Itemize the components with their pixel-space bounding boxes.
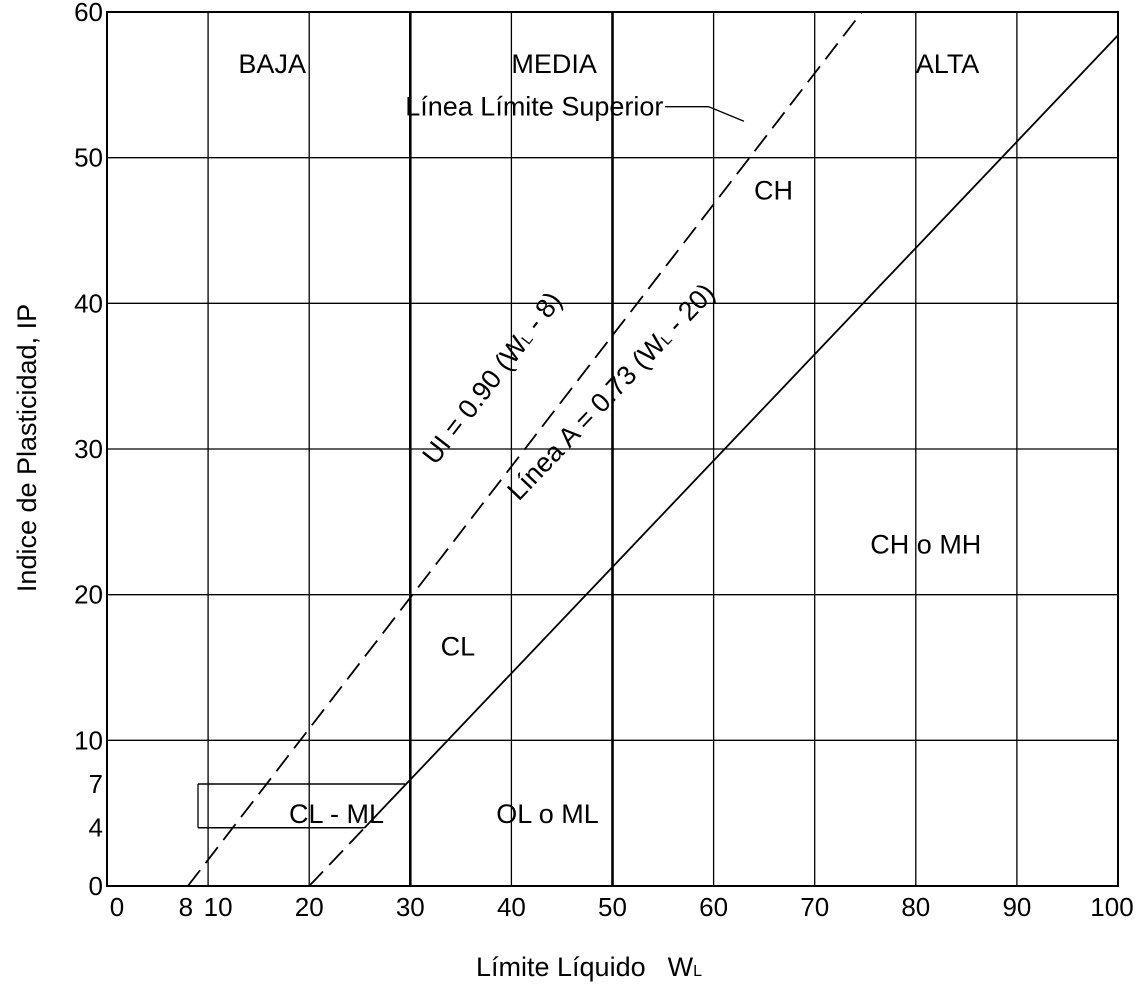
region-label-3: CH [754,176,793,206]
y-tick-label-40: 40 [74,288,103,318]
y-tick-label-0: 0 [89,871,103,901]
region-label-0: BAJA [238,49,306,79]
region-label-7: OL o ML [496,799,599,829]
plot-frame [106,11,1119,887]
region-label-2: ALTA [916,49,980,79]
series-line-0 [187,11,863,887]
y-tick-label-60: 60 [74,0,103,27]
region-label-4: CH o MH [870,530,981,560]
grid [107,12,1118,886]
x-tick-label-30: 30 [396,892,425,922]
x-tick-label-70: 70 [800,892,829,922]
x-axis-title: Límite Líquido WL [476,952,702,982]
data-lines [187,11,1119,887]
x-axis-symbol-subscript: L [693,963,702,980]
plot-border [106,11,1119,887]
y-tick-label-30: 30 [74,434,103,464]
y-tick-label-7: 7 [89,769,103,799]
y-tick-label-50: 50 [74,143,103,173]
region-label-5: CL [441,632,476,662]
x-tick-label-100: 100 [1090,892,1133,922]
x-axis-title-text: Límite Líquido [476,952,646,982]
x-axis-symbol: W [668,952,694,982]
y-tick-label-4: 4 [89,813,103,843]
y-tick-label-10: 10 [74,725,103,755]
annotation-label-0: Línea Límite Superior [405,92,663,122]
y-tick-label-20: 20 [74,580,103,610]
region-labels: Línea Límite Superior BAJA MEDIA ALTA CH CH o… [238,49,981,829]
x-tick-label-50: 50 [598,892,627,922]
y-axis-title: Indice de Plasticidad, IP [12,304,42,592]
x-tick-label-20: 20 [295,892,324,922]
annotation-leader-0 [665,106,745,122]
x-tick-label-80: 80 [901,892,930,922]
x-tick-label-90: 90 [1002,892,1031,922]
x-tick-label-8: 8 [179,892,193,922]
series-line-2 [308,827,366,887]
tick-labels: 0 8 10 20 30 40 50 60 70 80 90 100 0 4 7 10 20 30 40 50 60 [74,0,1134,922]
region-label-6: CL - ML [289,799,384,829]
x-tick-label-40: 40 [497,892,526,922]
region-label-1: MEDIA [511,49,597,79]
series-line-1 [363,34,1119,829]
x-tick-label-60: 60 [699,892,728,922]
x-tick-label-10: 10 [204,892,233,922]
x-tick-label-0: 0 [110,892,124,922]
